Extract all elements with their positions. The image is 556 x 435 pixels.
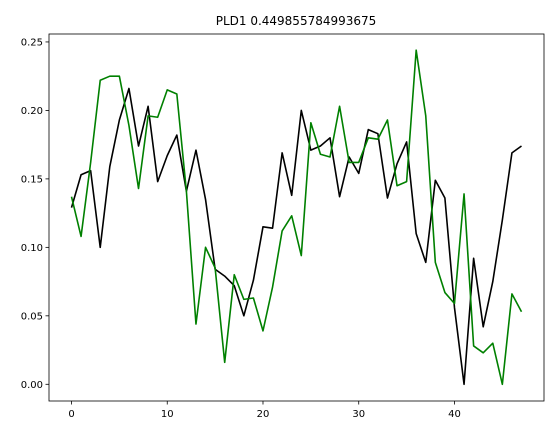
x-tick-label: 20	[257, 409, 270, 420]
y-tick-label: 0.15	[21, 174, 43, 185]
series-line-0	[70, 87, 522, 386]
x-tick-label: 0	[68, 409, 74, 420]
series-line-1	[70, 49, 523, 386]
chart-title: PLD1 0.449855784993675	[216, 14, 377, 28]
x-tick-label: 40	[448, 409, 461, 420]
y-tick-label: 0.25	[21, 37, 43, 48]
series-layer	[70, 49, 523, 386]
y-tick-label: 0.00	[21, 380, 43, 391]
y-tick-label: 0.20	[21, 106, 43, 117]
x-axis: 0 10 20 30 40	[68, 401, 461, 420]
x-tick-label: 30	[352, 409, 365, 420]
y-tick-label: 0.10	[21, 243, 43, 254]
y-tick-label: 0.05	[21, 311, 43, 322]
axes-frame	[48, 33, 545, 402]
y-axis: 0.00 0.05 0.10 0.15 0.20 0.25	[21, 37, 49, 391]
x-tick-label: 10	[161, 409, 174, 420]
